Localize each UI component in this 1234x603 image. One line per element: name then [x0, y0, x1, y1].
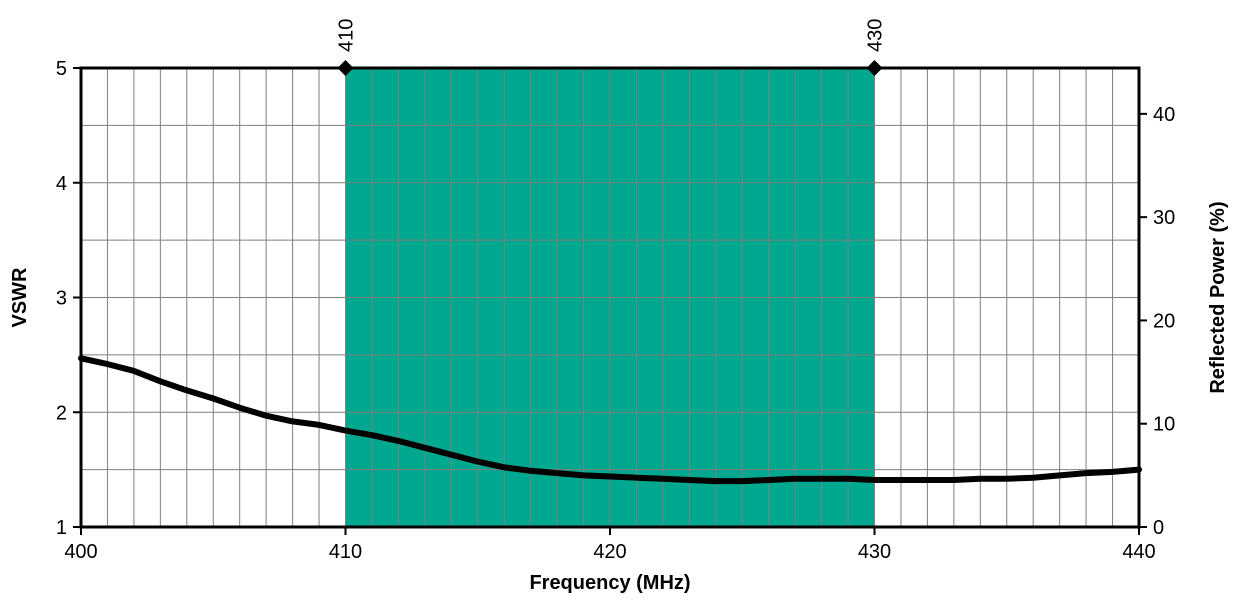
top-tick-label: 430: [865, 19, 887, 52]
band-edge-marker: [337, 60, 354, 76]
vswr-series-line: [78, 355, 1142, 485]
y-axis-title: VSWR: [9, 267, 31, 328]
x-axis-title: Frequency (MHz): [529, 572, 690, 594]
x-tick-label: 430: [858, 541, 891, 563]
axes-layer: 400 410 420 430 440 1 2 3 4 5 0 10 20 30 40 410 430: [56, 19, 1175, 563]
top-tick-label: 410: [336, 19, 358, 52]
y2-tick-label: 10: [1153, 414, 1175, 436]
y-tick-label: 1: [56, 517, 67, 539]
marker-layer: [337, 60, 883, 76]
y2-tick-label: 20: [1153, 310, 1175, 332]
x-tick-label: 410: [329, 541, 362, 563]
y2-tick-label: 0: [1153, 517, 1164, 539]
y2-tick-label: 40: [1153, 104, 1175, 126]
y-tick-label: 2: [56, 402, 67, 424]
x-tick-label: 400: [64, 541, 97, 563]
y-tick-label: 3: [56, 288, 67, 310]
y-tick-label: 4: [56, 173, 67, 195]
x-tick-label: 420: [593, 541, 626, 563]
grid-layer: [81, 68, 1139, 527]
y-tick-label: 5: [56, 58, 67, 80]
line-layer: [78, 355, 1142, 485]
y2-axis-title: Reflected Power (%): [1207, 201, 1229, 393]
x-tick-label: 440: [1122, 541, 1155, 563]
y2-tick-label: 30: [1153, 207, 1175, 229]
band-edge-marker: [866, 60, 883, 76]
